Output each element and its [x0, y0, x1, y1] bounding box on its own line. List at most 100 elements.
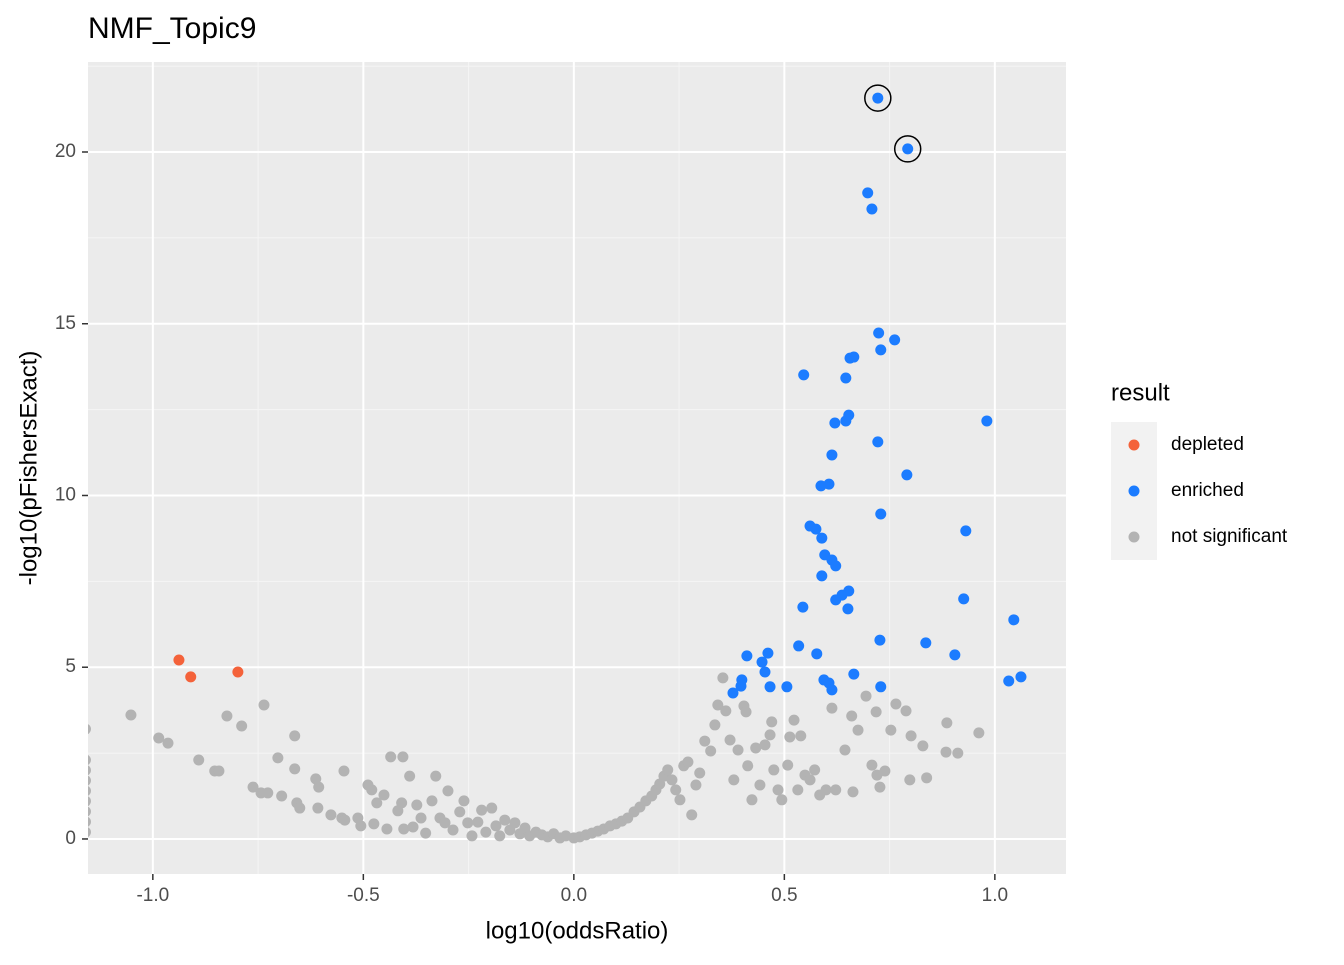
- point: [904, 774, 916, 786]
- point: [705, 745, 717, 757]
- point: [826, 702, 838, 714]
- point: [499, 814, 511, 826]
- point: [490, 820, 502, 832]
- y-tick-label: 20: [55, 141, 76, 162]
- point: [885, 724, 897, 736]
- point: [458, 795, 470, 807]
- legend-key: [1128, 485, 1140, 497]
- point: [125, 709, 137, 721]
- point: [313, 781, 325, 793]
- point: [221, 710, 233, 722]
- point: [766, 716, 778, 728]
- point: [404, 770, 416, 782]
- point: [846, 710, 858, 722]
- point: [712, 699, 724, 711]
- point: [792, 784, 804, 796]
- point: [339, 814, 351, 826]
- y-axis-label: -log10(pFishersExact): [15, 351, 42, 586]
- x-tick-label: 0.0: [561, 885, 587, 906]
- point: [830, 560, 842, 572]
- point: [442, 785, 454, 797]
- point: [1015, 671, 1027, 683]
- y-tick-label: 0: [65, 828, 76, 849]
- point: [772, 784, 784, 796]
- point: [782, 759, 794, 771]
- point: [873, 327, 885, 339]
- point: [662, 764, 674, 776]
- point: [447, 824, 459, 836]
- point: [88, 796, 91, 807]
- point: [764, 729, 776, 741]
- point: [368, 818, 380, 830]
- point: [874, 781, 886, 793]
- point: [826, 684, 838, 696]
- point: [797, 601, 809, 613]
- point: [727, 687, 739, 699]
- point: [232, 666, 244, 678]
- point: [781, 681, 793, 693]
- point: [860, 690, 872, 702]
- point: [862, 187, 874, 199]
- point: [397, 751, 409, 763]
- legend-key: [1128, 531, 1140, 543]
- point: [674, 794, 686, 806]
- point: [193, 754, 205, 766]
- point: [872, 436, 884, 448]
- highlight-ring: [893, 135, 922, 163]
- points: [88, 84, 1027, 844]
- chart-title: NMF_Topic9: [88, 12, 256, 45]
- point: [690, 779, 702, 791]
- point: [276, 790, 288, 802]
- point: [247, 781, 259, 793]
- point: [670, 784, 682, 796]
- point: [415, 812, 427, 824]
- point: [917, 740, 929, 752]
- point: [371, 797, 383, 809]
- point: [905, 730, 917, 742]
- point: [920, 637, 932, 649]
- point: [88, 816, 91, 827]
- point: [325, 809, 337, 821]
- legend-title: result: [1111, 379, 1170, 406]
- axes: -1.0 -0.5 0.0 0.5 1.0 0 5 10 15 20: [55, 141, 1008, 906]
- point: [430, 770, 442, 782]
- y-tick-label: 10: [55, 484, 76, 505]
- point: [750, 742, 762, 754]
- point: [682, 756, 694, 768]
- point: [875, 344, 887, 356]
- point: [173, 654, 185, 666]
- point: [88, 724, 91, 734]
- point: [793, 640, 805, 652]
- point: [709, 719, 721, 731]
- point: [480, 826, 492, 838]
- point: [776, 794, 788, 806]
- point: [759, 739, 771, 751]
- point: [289, 730, 301, 742]
- point: [958, 593, 970, 605]
- grid: [88, 62, 1066, 874]
- point: [236, 720, 248, 732]
- point: [741, 650, 753, 662]
- point: [804, 774, 816, 786]
- point: [940, 746, 952, 758]
- x-tick-label: 1.0: [982, 885, 1008, 906]
- point: [952, 747, 964, 759]
- point: [902, 143, 914, 155]
- point: [385, 751, 397, 763]
- point: [486, 802, 498, 814]
- point: [900, 705, 912, 717]
- point: [879, 765, 891, 777]
- point: [762, 647, 774, 659]
- point: [476, 804, 488, 816]
- point: [699, 735, 711, 747]
- legend-key: [1128, 439, 1140, 451]
- x-tick-label: -1.0: [136, 885, 169, 906]
- point: [798, 369, 810, 381]
- point: [866, 759, 878, 771]
- point: [830, 784, 842, 796]
- point: [720, 705, 732, 717]
- point: [889, 334, 901, 346]
- point: [784, 731, 796, 743]
- point: [686, 809, 698, 821]
